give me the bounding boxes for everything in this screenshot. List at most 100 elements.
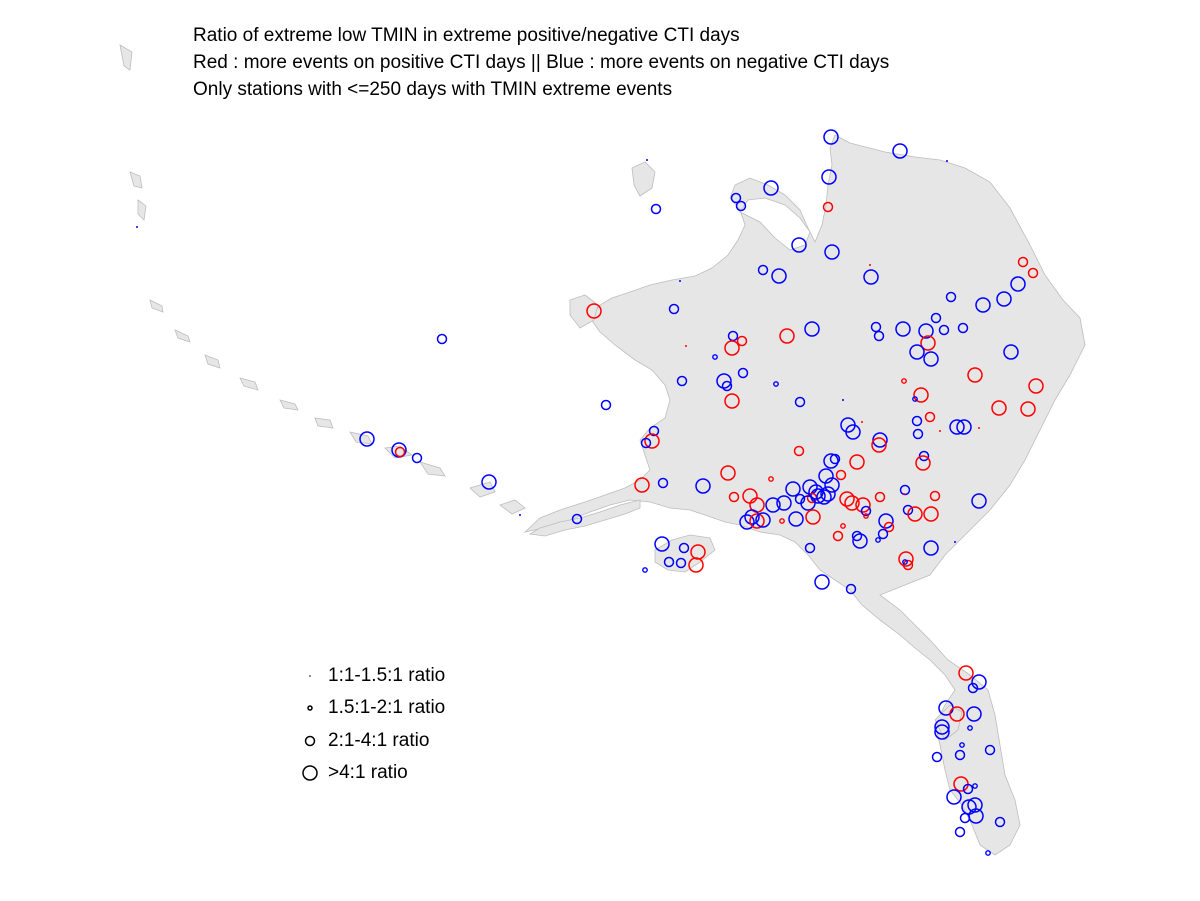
station-marker [954, 541, 956, 543]
legend-label-tiny: 1:1-1.5:1 ratio [328, 665, 446, 686]
aleutian-12 [129, 171, 143, 189]
station-marker [805, 509, 821, 525]
station-marker [642, 567, 648, 573]
station-marker [773, 381, 779, 387]
alaska-peninsula [528, 499, 641, 537]
station-marker [716, 373, 732, 389]
legend-circle-tiny [309, 675, 311, 677]
legend-circle-medium [304, 735, 316, 747]
station-marker [804, 542, 816, 554]
station-marker [903, 493, 905, 495]
station-marker [724, 393, 740, 409]
station-marker [954, 749, 966, 761]
legend-symbol-medium [290, 726, 328, 756]
station-marker [918, 323, 934, 339]
station-marker [899, 484, 911, 496]
aleutian-1 [499, 499, 526, 515]
station-marker [657, 477, 669, 489]
station-marker [788, 511, 804, 527]
station-marker [967, 725, 973, 731]
station-marker [902, 559, 914, 571]
title-line-1: Ratio of extreme low TMIN in extreme pos… [193, 25, 740, 46]
station-marker [895, 321, 911, 337]
station-marker [359, 431, 375, 447]
legend-item-tiny: 1:1-1.5:1 ratio [290, 661, 445, 691]
station-marker [644, 433, 660, 449]
station-marker [685, 345, 687, 347]
station-marker [874, 491, 886, 503]
station-marker [860, 505, 872, 517]
station-marker [907, 506, 923, 522]
station-marker [863, 269, 879, 285]
aleutian-10 [174, 329, 191, 343]
station-marker [736, 335, 748, 347]
station-marker [913, 387, 929, 403]
station-marker [768, 476, 774, 482]
station-marker [785, 481, 801, 497]
station-marker [646, 159, 648, 161]
station-marker [771, 268, 787, 284]
mainland-alaska [523, 134, 1086, 856]
station-marker [712, 354, 718, 360]
station-marker [958, 665, 974, 681]
station-marker [678, 542, 690, 554]
aleutian-9 [204, 354, 221, 369]
station-marker [845, 583, 857, 595]
station-marker [898, 551, 914, 567]
station-marker [640, 437, 652, 449]
legend-label-medium: 2:1-4:1 ratio [328, 730, 430, 751]
station-marker [949, 419, 965, 435]
aleutian-2 [469, 481, 496, 498]
station-marker [873, 330, 885, 342]
station-marker [839, 491, 855, 507]
station-marker [835, 469, 847, 481]
station-marker [411, 452, 423, 464]
station-marker [984, 744, 996, 756]
station-marker [959, 812, 971, 824]
station-marker [1028, 378, 1044, 394]
station-marker [720, 465, 736, 481]
st-lawrence-island [631, 161, 656, 197]
station-marker [800, 495, 816, 511]
station-marker [779, 518, 785, 524]
station-marker [844, 495, 860, 511]
station-marker [728, 491, 740, 503]
aleutian-7 [279, 399, 299, 411]
station-marker [871, 437, 887, 453]
station-marker [824, 477, 840, 493]
station-marker [822, 201, 834, 213]
station-marker [870, 321, 882, 333]
station-marker [571, 513, 583, 525]
station-marker [946, 160, 948, 162]
station-marker [823, 453, 839, 469]
station-marker [851, 530, 863, 542]
title-line-3: Only stations with <=250 days with TMIN … [193, 79, 673, 100]
aleutian-6 [314, 417, 334, 429]
station-marker [875, 537, 881, 543]
station-marker [481, 474, 497, 490]
station-marker [872, 432, 888, 448]
station-marker [855, 497, 871, 513]
station-marker [824, 244, 840, 260]
station-marker [1003, 344, 1019, 360]
station-marker [663, 556, 675, 568]
station-marker [911, 415, 923, 427]
station-marker [650, 203, 662, 215]
land-layer [119, 44, 1086, 856]
legend-label-small: 1.5:1-2:1 ratio [328, 697, 446, 718]
station-marker [923, 351, 939, 367]
station-marker [765, 497, 781, 513]
station-marker [985, 850, 991, 856]
station-marker [749, 513, 765, 529]
station-marker [996, 291, 1012, 307]
station-marker [920, 335, 936, 351]
station-marker [586, 303, 602, 319]
station-marker [902, 559, 908, 565]
station-marker [776, 495, 792, 511]
station-marker [840, 523, 846, 529]
station-marker [675, 557, 687, 569]
station-marker [676, 375, 688, 387]
station-marker [136, 226, 138, 228]
station-marker [600, 399, 612, 411]
